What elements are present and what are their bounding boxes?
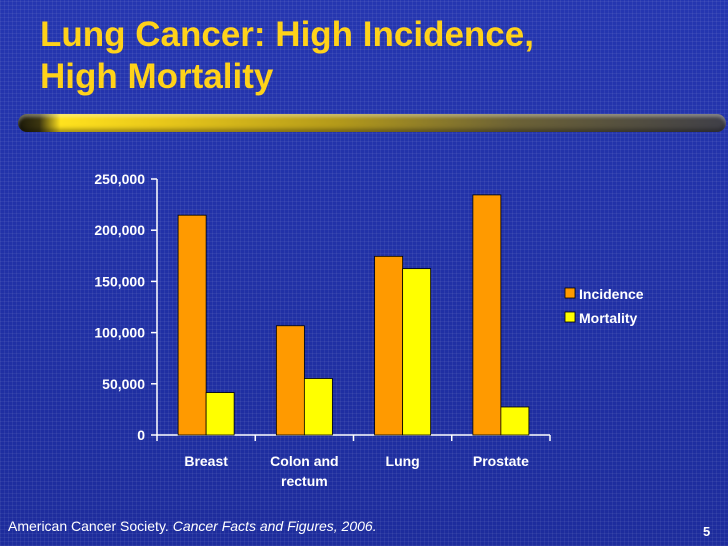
bar-mortality bbox=[500, 406, 530, 436]
bar-incidence bbox=[374, 255, 404, 436]
y-tick-label: 50,000 bbox=[102, 376, 145, 392]
category-label: Prostate bbox=[473, 453, 529, 469]
legend-label: Mortality bbox=[579, 310, 638, 326]
title-underline-bar bbox=[18, 114, 726, 132]
y-tick-label: 0 bbox=[137, 427, 145, 443]
y-tick-label: 200,000 bbox=[94, 222, 145, 238]
bar-mortality bbox=[303, 378, 333, 436]
bar-mortality bbox=[402, 268, 432, 436]
bar-incidence bbox=[275, 325, 305, 436]
bar-incidence bbox=[177, 214, 207, 436]
source-citation-prefix: American Cancer Society. bbox=[8, 518, 173, 534]
category-label: Breast bbox=[184, 453, 228, 469]
page-number: 5 bbox=[703, 524, 711, 539]
slide-title-line-2: High Mortality bbox=[40, 57, 274, 96]
slide-title: Lung Cancer: High Incidence, High Mortal… bbox=[40, 14, 680, 98]
y-tick-label: 250,000 bbox=[94, 171, 145, 187]
legend-swatch bbox=[564, 287, 576, 299]
slide-title-line-1: Lung Cancer: High Incidence, bbox=[40, 15, 534, 54]
category-label: Lung bbox=[386, 453, 420, 469]
category-label: Colon and bbox=[270, 453, 338, 469]
bar-incidence bbox=[472, 194, 502, 436]
source-citation: American Cancer Society. Cancer Facts an… bbox=[8, 518, 377, 534]
legend-swatch bbox=[564, 311, 576, 323]
bar-mortality bbox=[205, 392, 235, 436]
y-tick-label: 150,000 bbox=[94, 273, 145, 289]
category-label: rectum bbox=[281, 473, 328, 489]
legend-label: Incidence bbox=[579, 286, 644, 302]
source-citation-title: Cancer Facts and Figures, 2006. bbox=[172, 518, 377, 534]
y-tick-label: 100,000 bbox=[94, 325, 145, 341]
